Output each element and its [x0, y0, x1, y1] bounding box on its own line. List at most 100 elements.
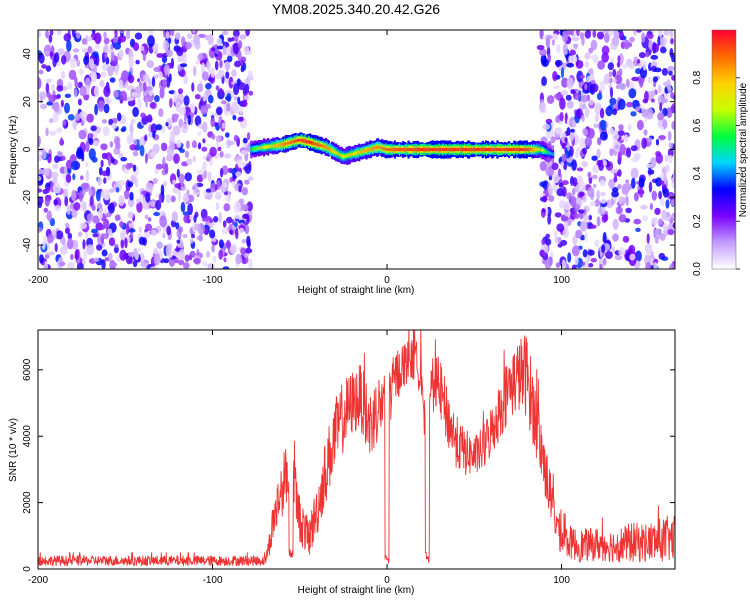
spectrogram-cell: [225, 132, 230, 138]
spectrogram-cell: [608, 178, 616, 189]
spectrogram-cell: [594, 113, 600, 123]
spectrogram-cell: [52, 163, 59, 170]
spectrogram-cell: [602, 231, 607, 244]
spectrogram-cell: [225, 239, 231, 249]
spectrogram-cell: [142, 49, 147, 62]
spectrogram-cell: [579, 137, 585, 149]
spectrogram-cell: [101, 64, 110, 71]
spectrogram-cell: [541, 58, 549, 67]
spectrogram-cell: [202, 260, 207, 267]
spectrogram-cell: [104, 190, 111, 201]
spectrogram-cell: [146, 114, 153, 123]
spectrogram-cell: [170, 195, 177, 202]
spectrogram-cell: [107, 252, 113, 263]
spectrogram-cell: [667, 87, 672, 93]
spectrogram-cell: [51, 171, 59, 180]
spectrogram-cell: [113, 245, 119, 254]
spectrogram-cell: [92, 30, 96, 34]
spectrogram-cell: [557, 243, 563, 248]
spectrogram-cell: [131, 91, 137, 98]
spectrogram-cell: [234, 155, 243, 160]
spectrogram-cell: [601, 45, 610, 55]
spectrogram-cell: [242, 137, 248, 144]
spectrogram-cell: [170, 30, 175, 37]
spectrogram-cell: [232, 102, 239, 113]
spectrogram-cell: [138, 226, 143, 233]
spectrogram-cell: [143, 81, 147, 92]
colorbar-gradient: [711, 29, 737, 270]
spectrogram-cell: [178, 173, 185, 183]
spectrogram-cell: [120, 238, 125, 249]
spectrogram-cell: [90, 71, 97, 83]
spectrogram-cell: [558, 168, 561, 177]
spectrogram-cell: [224, 153, 232, 159]
spectrogram-cell: [100, 143, 108, 151]
spectrogram-cell: [119, 49, 124, 58]
spectrogram-cell: [179, 106, 187, 116]
spectrogram-cell: [70, 57, 77, 69]
spectrogram-cell: [45, 30, 50, 39]
spectrogram-cell: [86, 213, 95, 222]
spectrogram-cell: [631, 177, 636, 189]
spectrogram-cell: [661, 68, 669, 76]
spectrogram-cell: [648, 181, 653, 193]
y-tick-label: -40: [22, 237, 33, 252]
spectrogram-cell: [581, 94, 589, 103]
spectrogram-cell: [553, 230, 558, 238]
spectrogram-cell: [145, 192, 151, 203]
spectrogram-cell: [599, 131, 608, 141]
spectrogram-cell: [59, 246, 68, 256]
spectrogram-cell: [109, 141, 114, 148]
spectrogram-cell: [596, 92, 603, 101]
spectrogram-cell: [74, 88, 78, 98]
spectrogram-cell: [132, 164, 137, 172]
spectrogram-cell: [573, 92, 581, 100]
spectrogram-cell: [571, 159, 577, 171]
spectrogram-cell: [143, 231, 151, 239]
spectrogram-cell: [125, 163, 132, 170]
spectrogram-cell: [173, 153, 180, 164]
spectrogram-cell: [671, 102, 675, 113]
spectrogram-cell: [39, 254, 44, 264]
spectrogram-cell: [592, 174, 598, 180]
spectrogram-cell: [617, 169, 622, 177]
spectrogram-cell: [144, 153, 148, 164]
spectrogram-cell: [642, 59, 647, 71]
spectrogram-cell: [209, 158, 213, 167]
spectrogram-cell: [222, 45, 227, 56]
spectrogram-cell: [215, 135, 223, 143]
spectrogram-cell: [592, 164, 600, 174]
spectrogram-cell: [663, 172, 667, 184]
spectrogram-cell: [581, 261, 586, 266]
spectrogram-cell: [551, 162, 559, 171]
spectrogram-cell: [185, 140, 190, 149]
spectrogram-cell: [184, 172, 192, 182]
spectrogram-cell: [592, 184, 597, 188]
spectrogram-cell: [587, 249, 595, 256]
spectrogram-cell: [582, 147, 587, 155]
spectrogram-cell: [43, 50, 51, 56]
spectrogram-cell: [556, 223, 565, 232]
spectrogram-cell: [176, 239, 181, 244]
spectrogram-cell: [234, 60, 242, 68]
spectrogram-cell: [613, 175, 618, 183]
spectrogram-cell: [645, 33, 654, 39]
spectrogram-cell: [550, 136, 556, 144]
spectrogram-cell: [91, 228, 98, 234]
spectrogram-cell: [134, 32, 143, 40]
spectrogram-cell: [45, 78, 53, 84]
spectrogram-cell: [235, 253, 243, 265]
spectrogram-cell: [79, 110, 88, 120]
spectrogram-cell: [44, 260, 48, 269]
spectrogram-cell: [169, 98, 173, 108]
spectrogram-cell: [663, 209, 667, 221]
spectrogram-cell: [645, 261, 651, 269]
spectrogram-cell: [107, 228, 113, 235]
spectrogram-cell: [669, 263, 675, 269]
spectrogram-cell: [150, 150, 156, 159]
spectrogram-cell: [593, 123, 599, 129]
spectrogram-cell: [633, 152, 641, 161]
spectrogram-cell: [564, 212, 571, 217]
spectrogram-cell: [247, 176, 254, 182]
spectrogram-cell: [671, 120, 675, 130]
